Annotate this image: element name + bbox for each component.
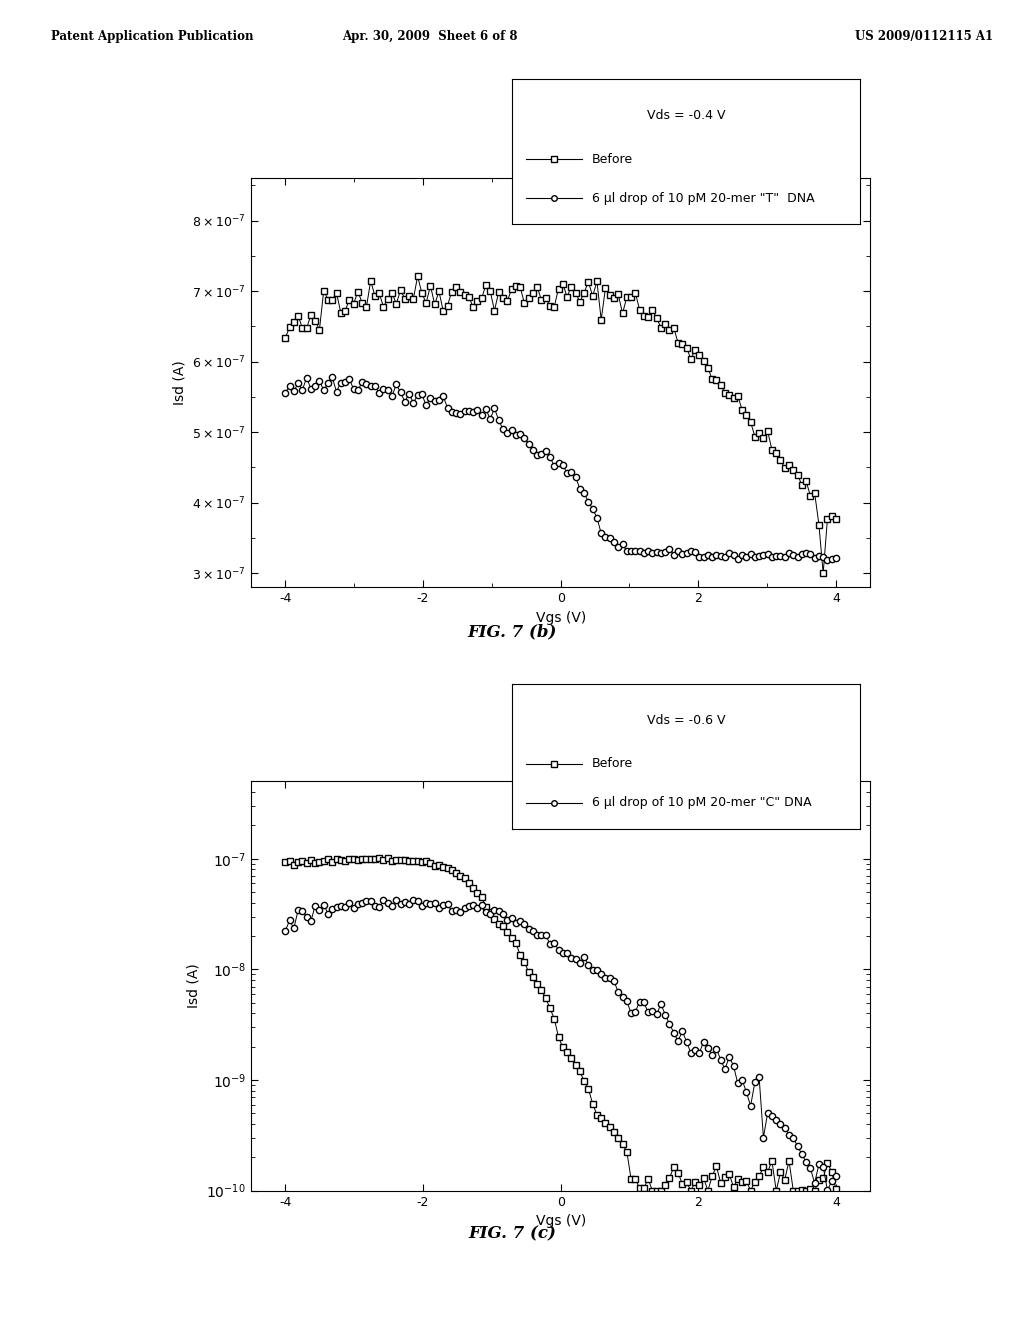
Text: Vds = -0.4 V: Vds = -0.4 V: [647, 110, 725, 121]
Y-axis label: Isd (A): Isd (A): [186, 964, 201, 1008]
Text: Before: Before: [592, 153, 633, 165]
Text: 6 μl drop of 10 pM 20-mer "C" DNA: 6 μl drop of 10 pM 20-mer "C" DNA: [592, 796, 812, 809]
Text: US 2009/0112115 A1: US 2009/0112115 A1: [855, 30, 993, 44]
Text: Before: Before: [592, 758, 633, 770]
Text: FIG. 7 (b): FIG. 7 (b): [467, 623, 557, 640]
Y-axis label: Isd (A): Isd (A): [173, 360, 187, 405]
Text: 6 μl drop of 10 pM 20-mer "T"  DNA: 6 μl drop of 10 pM 20-mer "T" DNA: [592, 191, 815, 205]
X-axis label: Vgs (V): Vgs (V): [536, 1214, 586, 1228]
Text: Apr. 30, 2009  Sheet 6 of 8: Apr. 30, 2009 Sheet 6 of 8: [342, 30, 518, 44]
Text: FIG. 7 (c): FIG. 7 (c): [468, 1225, 556, 1242]
X-axis label: Vgs (V): Vgs (V): [536, 611, 586, 624]
Text: Patent Application Publication: Patent Application Publication: [51, 30, 254, 44]
Text: Vds = -0.6 V: Vds = -0.6 V: [647, 714, 725, 726]
